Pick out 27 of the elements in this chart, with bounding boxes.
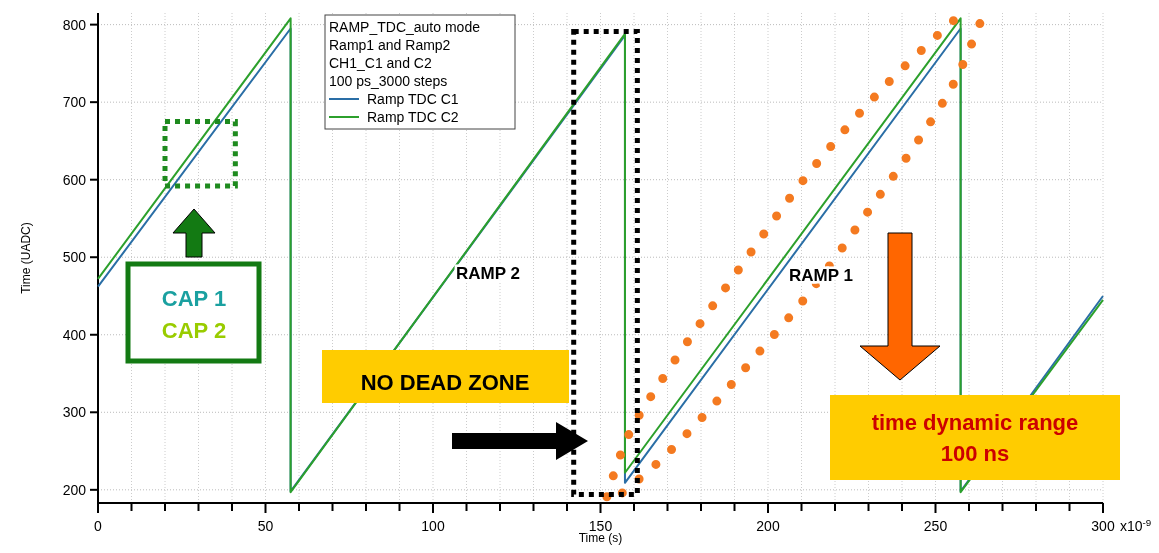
annotation: CAP 2 [161, 318, 227, 343]
y-tick-label: 300 [62, 404, 87, 421]
x-tick-label: 100 [421, 518, 445, 534]
y-axis-title: Time (UADC) [19, 222, 33, 294]
legend-title: RAMP_TDC_auto mode Ramp1 and Ramp2 CH1_C1 and C2 100 ps_3000 steps [329, 19, 481, 89]
x-tick-label: 200 [756, 518, 780, 534]
x-tick-label: 300 [1091, 518, 1115, 534]
y-tick-label: 800 [62, 16, 87, 33]
legend-label: Ramp TDC C1 [367, 91, 459, 107]
x-tick-label: 150 [588, 518, 613, 534]
annotation: 100 ns [940, 441, 1010, 466]
x-tick-label: 50 [257, 518, 274, 534]
y-tick-label: 400 [62, 326, 87, 343]
annotation: time dynamic range [871, 410, 1079, 435]
y-tick-label: 700 [62, 94, 87, 111]
text: x10$^{-9}$ [1120, 516, 1152, 534]
x-axis-title: Time (s) [578, 531, 623, 545]
annotation: NO DEAD ZONE [360, 370, 530, 395]
annotation: RAMP 1 [789, 266, 853, 285]
y-tick-label: 600 [62, 171, 87, 188]
legend-label: Ramp TDC C2 [367, 109, 459, 125]
annotation: CAP 1 [161, 286, 227, 311]
x-tick-label: 0 [94, 518, 103, 534]
annotation: RAMP 2 [456, 264, 520, 283]
y-tick-label: 500 [62, 249, 87, 266]
y-tick-label: 200 [62, 481, 87, 498]
x-tick-label: 250 [923, 518, 948, 534]
